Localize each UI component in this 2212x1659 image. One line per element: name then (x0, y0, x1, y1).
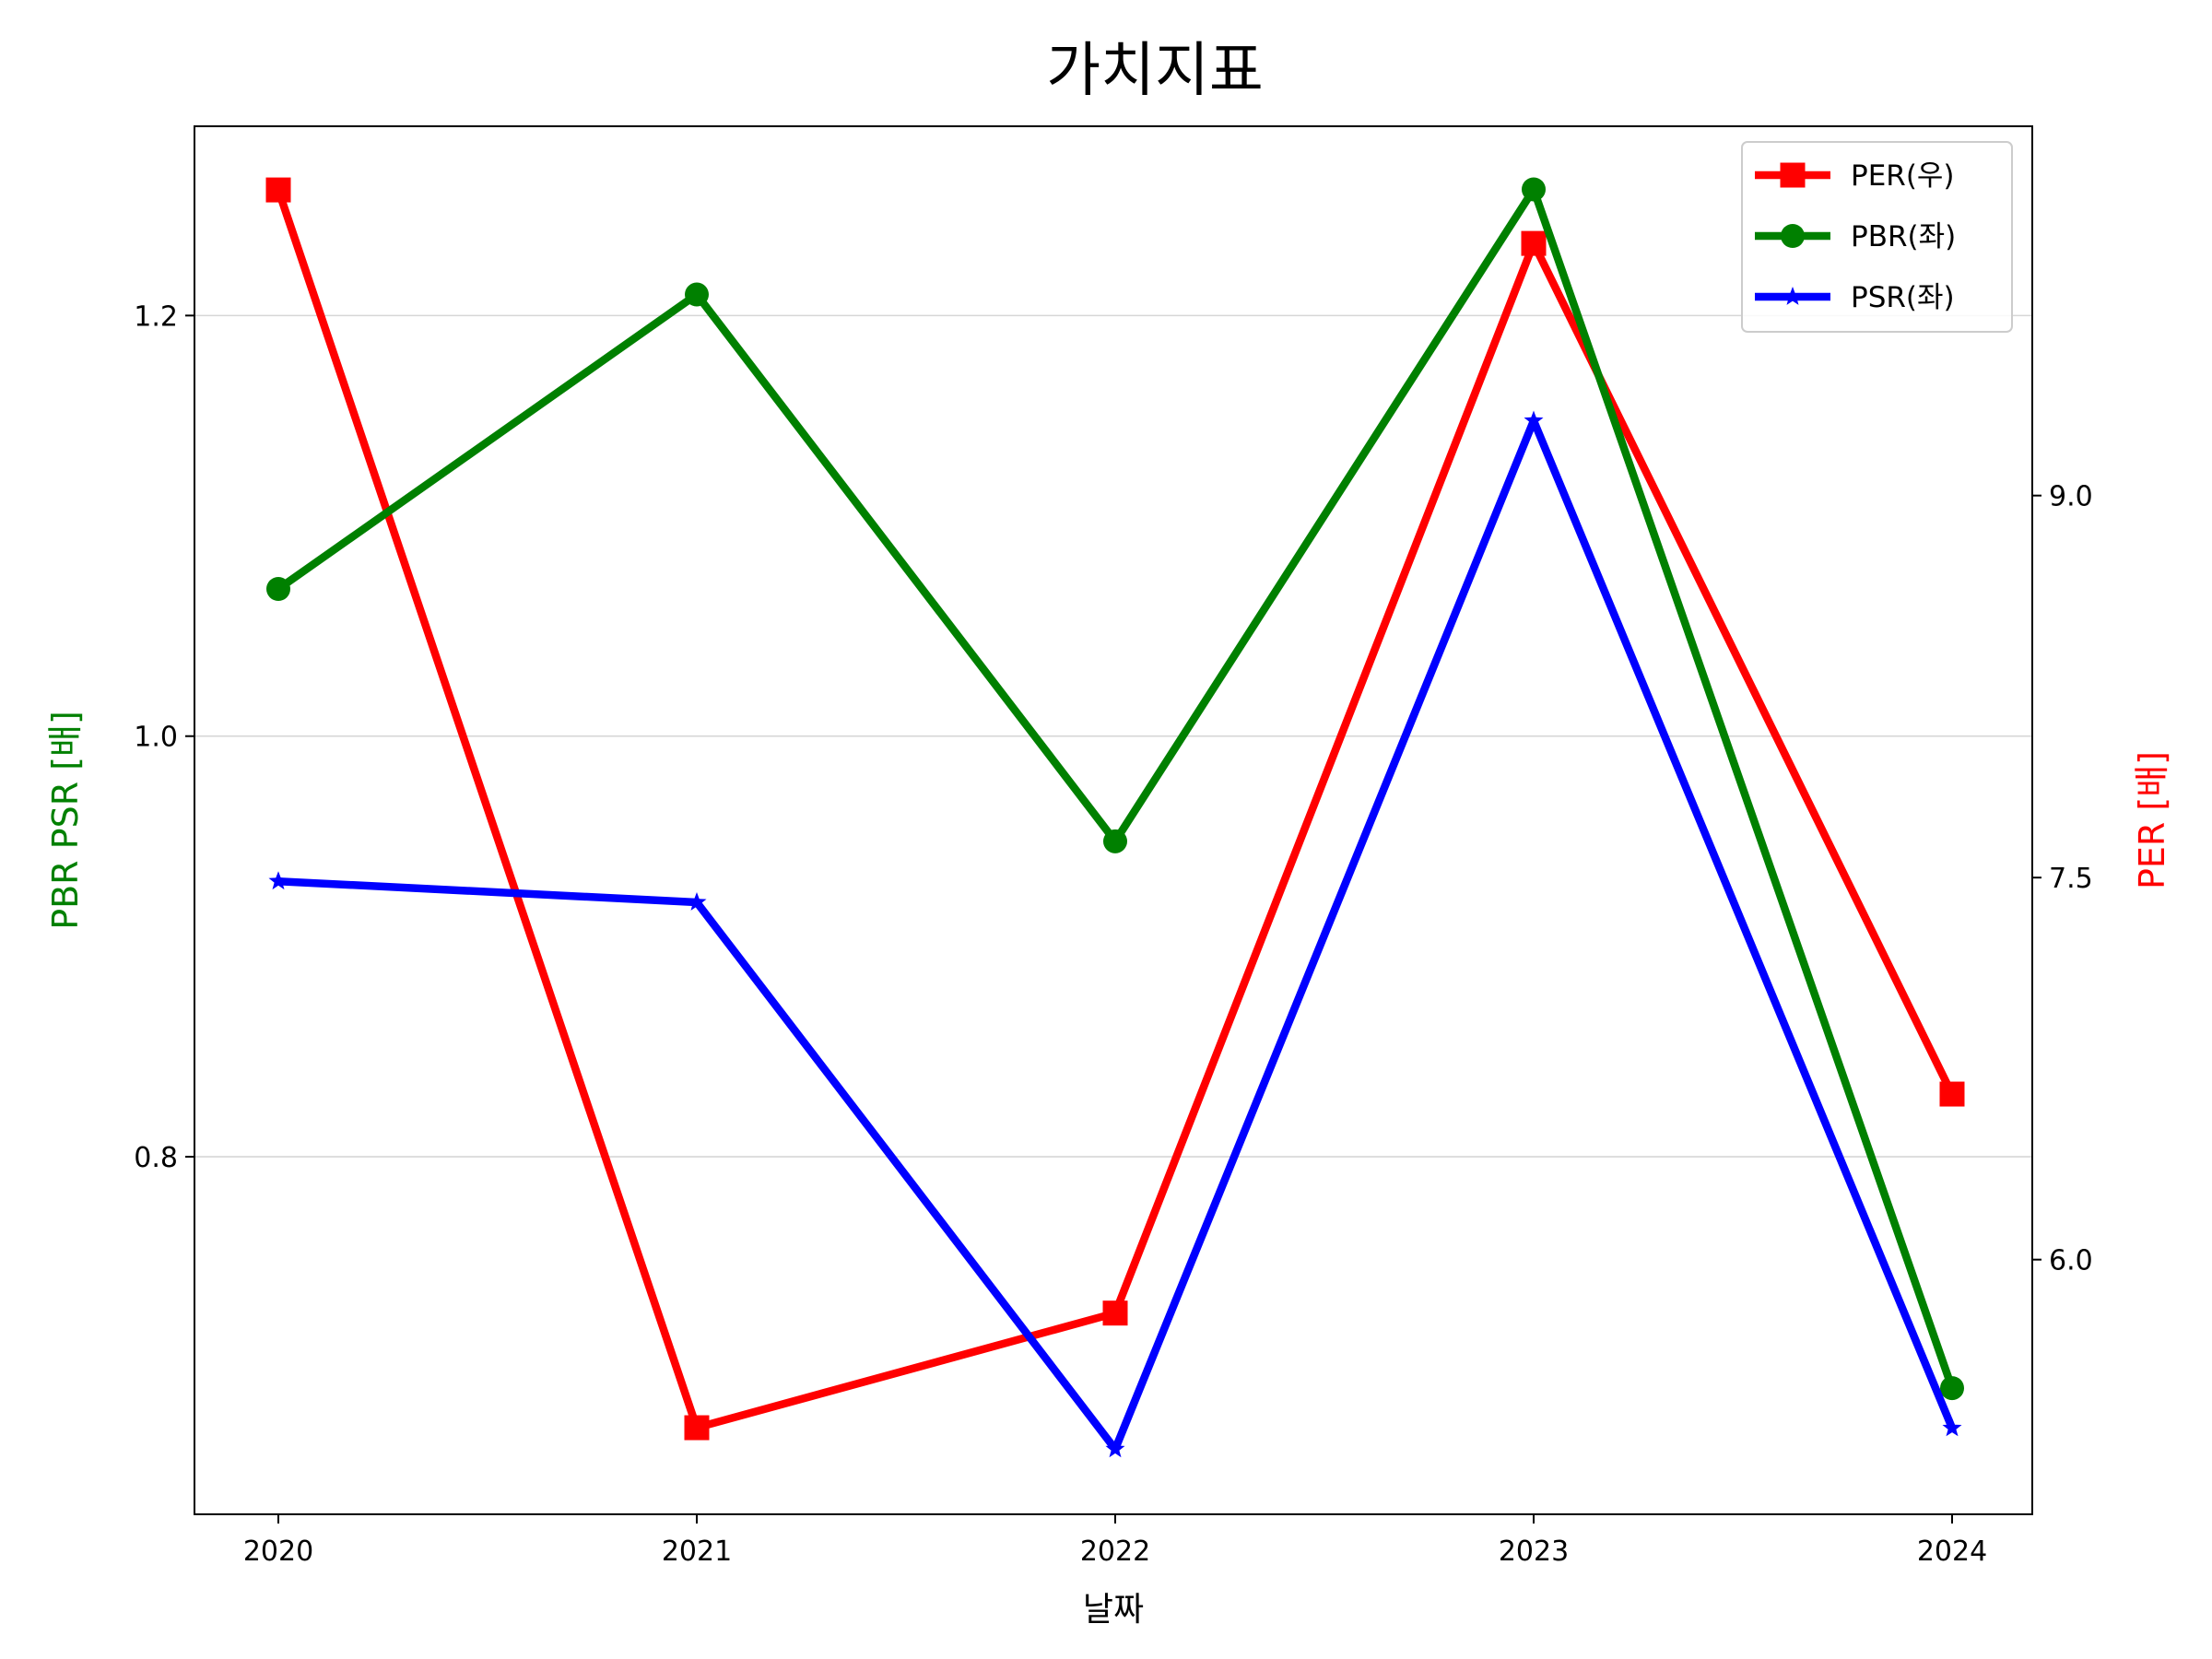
series-layer (265, 177, 1965, 1458)
legend-marker-1 (1781, 224, 1805, 248)
x-axis: 2020 2021 2022 2023 2024 (243, 1514, 1987, 1568)
series-1-point-2022 (1103, 829, 1127, 853)
series-2-point-2022 (1105, 1439, 1125, 1458)
legend-box (1741, 141, 2013, 333)
y-left-tick-label-2: 1.2 (134, 300, 178, 333)
y-left-tick-label-0: 0.8 (134, 1142, 178, 1174)
legend-label-1: PBR(좌) (1851, 220, 1956, 253)
chart-title: 가치지표 (1046, 37, 1264, 105)
series-2 (268, 410, 1962, 1458)
legend-label-2: PSR(좌) (1851, 281, 1955, 314)
series-2-point-2020 (268, 871, 288, 890)
legend-marker-2 (1783, 287, 1803, 305)
series-1-point-2020 (266, 577, 290, 601)
series-2-point-2024 (1942, 1418, 1962, 1437)
x-tick-label-2021: 2021 (662, 1535, 732, 1568)
y-left-tick-label-1: 1.0 (134, 722, 178, 754)
series-1-point-2024 (1940, 1376, 1964, 1401)
y-axis-label-left: PBR PSR [배] (45, 711, 86, 930)
legend-marker-0 (1780, 162, 1806, 188)
series-2-point-2023 (1524, 410, 1544, 429)
legend-label-0: PER(우) (1851, 159, 1955, 193)
series-0-point-2022 (1102, 1300, 1128, 1326)
x-tick-label-2023: 2023 (1499, 1535, 1569, 1568)
series-line-1 (276, 185, 1957, 1390)
series-0-point-2023 (1521, 230, 1547, 256)
series-2-point-2021 (687, 892, 707, 911)
x-tick-label-2022: 2022 (1080, 1535, 1150, 1568)
gridlines (194, 314, 2032, 1158)
y-axis-right: 6.0 7.5 9.0 (2032, 481, 2093, 1277)
series-line-0 (274, 188, 1956, 1432)
plot-area (194, 125, 2033, 1515)
series-0 (265, 177, 1965, 1441)
series-0-point-2021 (684, 1415, 710, 1441)
series-0-point-2020 (265, 177, 291, 203)
y-right-tick-label-2: 9.0 (2049, 481, 2093, 513)
y-right-tick-label-0: 6.0 (2049, 1245, 2093, 1277)
series-1-point-2023 (1522, 177, 1546, 202)
legend: PER(우) PBR(좌) PSR(좌) (1741, 141, 2013, 333)
x-tick-label-2024: 2024 (1917, 1535, 1987, 1568)
series-0-point-2024 (1939, 1081, 1965, 1107)
x-tick-label-2020: 2020 (243, 1535, 313, 1568)
y-axis-left: 0.8 1.0 1.2 (134, 300, 194, 1174)
y-right-tick-label-1: 7.5 (2049, 863, 2093, 895)
series-1 (266, 177, 1964, 1401)
x-axis-label: 날짜 (1083, 1591, 1144, 1629)
y-axis-label-right: PER [배] (2132, 751, 2172, 889)
series-1-point-2021 (685, 282, 709, 307)
